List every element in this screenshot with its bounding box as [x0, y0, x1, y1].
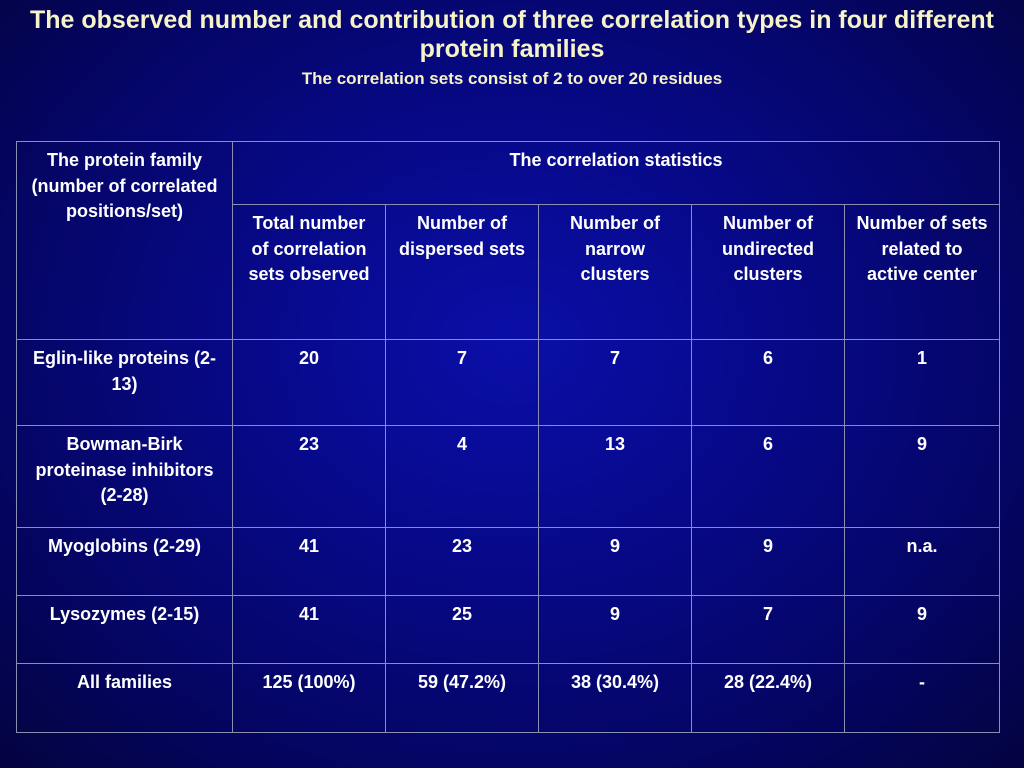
stats-group-header: The correlation statistics	[231, 141, 1001, 205]
cell-total: 41	[232, 527, 386, 596]
slide-header: The observed number and contribution of …	[0, 6, 1024, 90]
slide-title: The observed number and contribution of …	[30, 6, 994, 63]
cell-narrow: 9	[538, 527, 692, 596]
row-family-label: Eglin-like proteins (2-13)	[16, 339, 233, 426]
table-header-row: The protein family (number of correlated…	[16, 141, 1001, 340]
cell-undirected: 9	[691, 527, 845, 596]
row-family-label: Myoglobins (2-29)	[16, 527, 233, 596]
cell-dispersed: 23	[385, 527, 539, 596]
cell-active-center: -	[843, 663, 1001, 733]
cell-dispersed: 7	[385, 339, 539, 426]
cell-active-center: 9	[843, 595, 1001, 664]
cell-active-center: 1	[843, 339, 1001, 426]
cell-narrow: 9	[538, 595, 692, 664]
table-subheader-row: Total number of correlation sets observe…	[17, 204, 1001, 340]
row-family-label: Lysozymes (2-15)	[16, 595, 233, 664]
correlation-table: The protein family (number of correlated…	[16, 141, 1001, 733]
cell-narrow: 13	[538, 425, 692, 528]
cell-total: 41	[232, 595, 386, 664]
cell-undirected: 28 (22.4%)	[691, 663, 845, 733]
column-header-active-center: Number of sets related to active center	[843, 204, 1001, 340]
cell-narrow: 38 (30.4%)	[538, 663, 692, 733]
cell-dispersed: 59 (47.2%)	[385, 663, 539, 733]
cell-active-center: n.a.	[843, 527, 1001, 596]
table-row: Eglin-like proteins (2-13) 20 7 7 6 1	[16, 339, 1001, 426]
cell-undirected: 6	[691, 339, 845, 426]
cell-undirected: 6	[691, 425, 845, 528]
column-header-dispersed: Number of dispersed sets	[385, 204, 539, 340]
cell-dispersed: 25	[385, 595, 539, 664]
row-family-label: All families	[16, 663, 233, 733]
table-row: Myoglobins (2-29) 41 23 9 9 n.a.	[16, 527, 1001, 596]
table-row: Lysozymes (2-15) 41 25 9 7 9	[16, 595, 1001, 664]
family-column-header: The protein family (number of correlated…	[16, 141, 233, 340]
cell-active-center: 9	[843, 425, 1001, 528]
cell-narrow: 7	[538, 339, 692, 426]
row-family-label: Bowman-Birk proteinase inhibitors (2-28)	[16, 425, 233, 528]
column-header-total: Total number of correlation sets observe…	[232, 204, 386, 340]
column-header-undirected: Number of undirected clusters	[691, 204, 845, 340]
cell-dispersed: 4	[385, 425, 539, 528]
cell-total: 20	[232, 339, 386, 426]
table-total-row: All families 125 (100%) 59 (47.2%) 38 (3…	[16, 663, 1001, 733]
column-header-narrow: Number of narrow clusters	[538, 204, 692, 340]
cell-total: 23	[232, 425, 386, 528]
table-row: Bowman-Birk proteinase inhibitors (2-28)…	[16, 425, 1001, 528]
cell-total: 125 (100%)	[232, 663, 386, 733]
cell-undirected: 7	[691, 595, 845, 664]
slide-subtitle: The correlation sets consist of 2 to ove…	[301, 69, 723, 88]
